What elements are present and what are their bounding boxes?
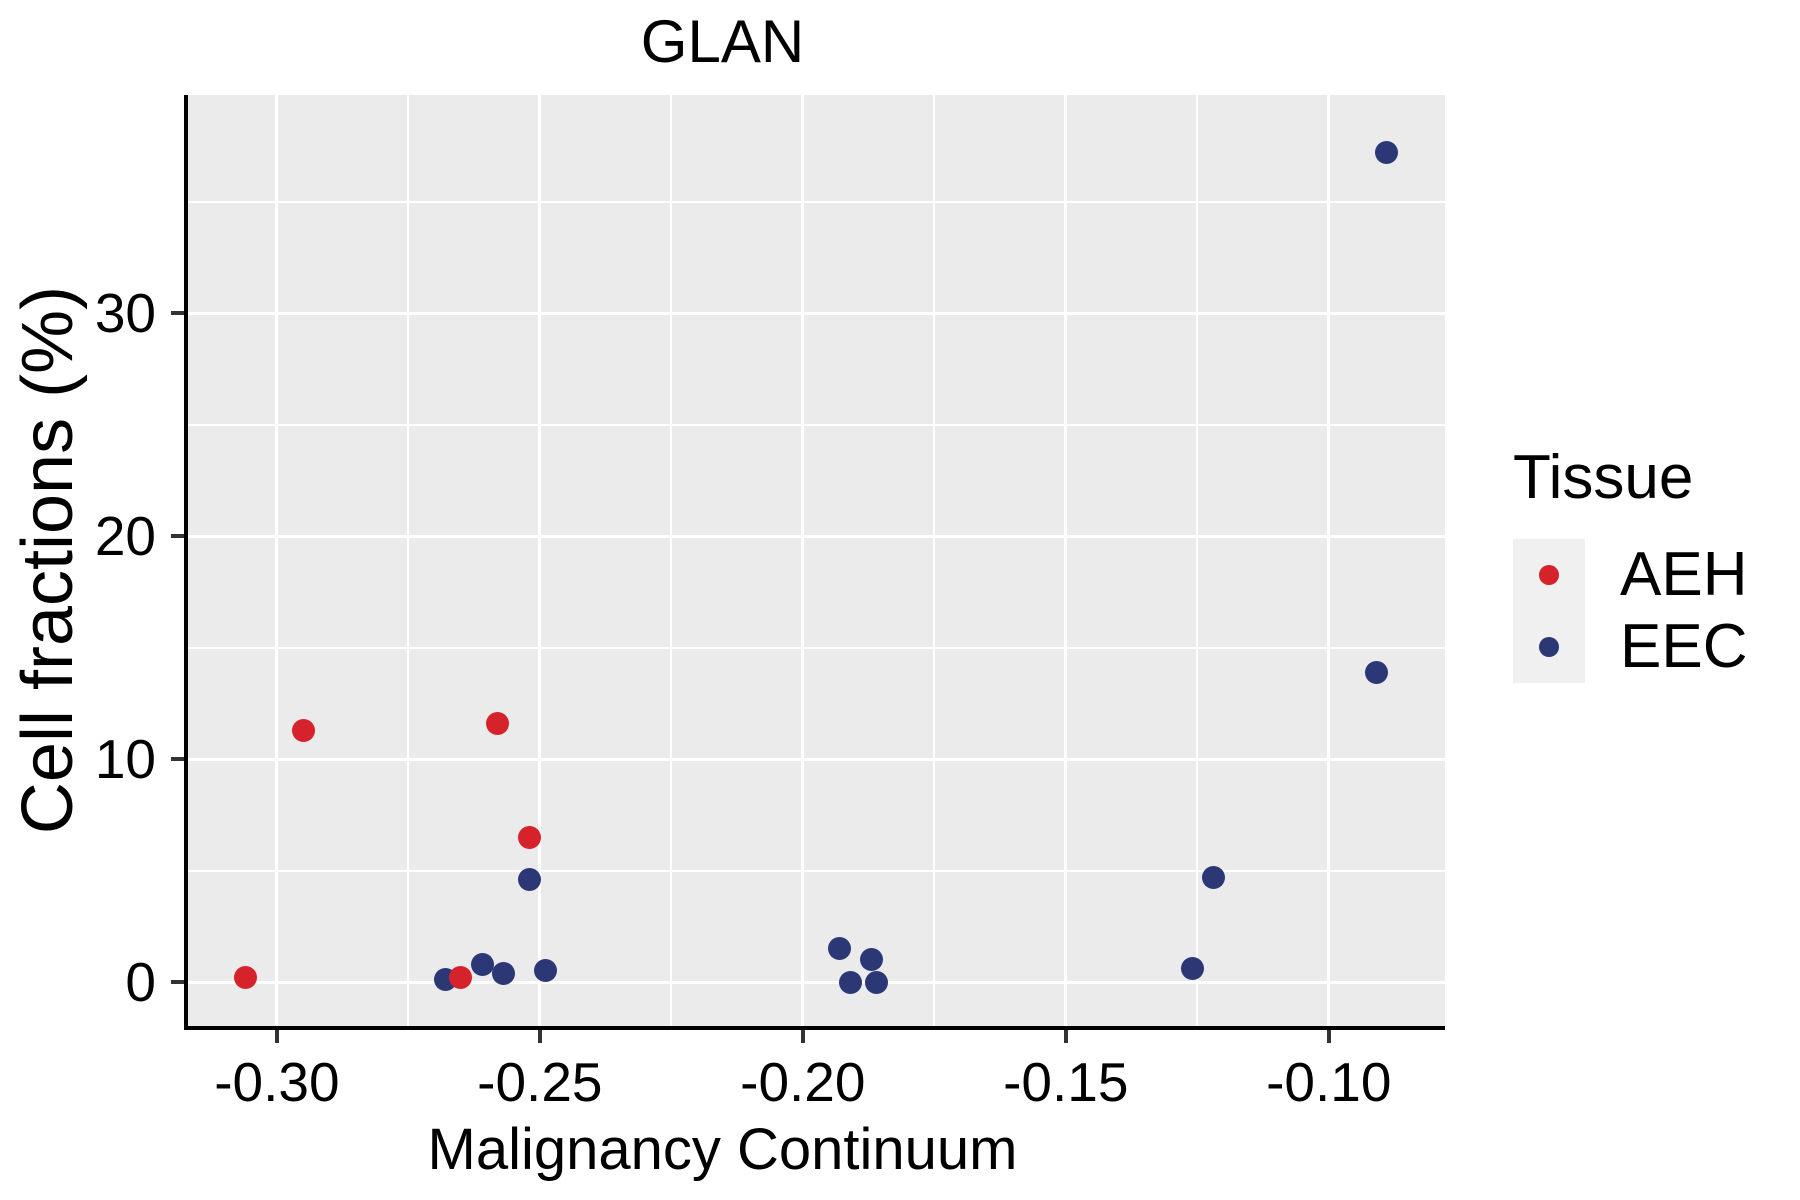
x-minor-gridline — [670, 95, 673, 1026]
data-point-eec — [491, 961, 515, 985]
y-major-gridline — [188, 311, 1445, 315]
x-tick-mark — [1063, 1030, 1068, 1043]
x-tick-label: -0.25 — [477, 1051, 603, 1113]
x-tick-mark — [537, 1030, 542, 1043]
legend-label-eec: EEC — [1620, 612, 1748, 681]
y-tick-label: 0 — [125, 951, 156, 1014]
y-minor-gridline — [188, 423, 1445, 426]
data-point-eec — [1201, 865, 1225, 889]
data-point-aeh — [449, 966, 473, 990]
data-point-aeh — [486, 711, 510, 735]
data-point-eec — [859, 948, 883, 972]
data-point-eec — [533, 959, 557, 983]
y-minor-gridline — [188, 200, 1445, 203]
plot-panel — [188, 95, 1445, 1026]
x-major-gridline — [538, 95, 542, 1026]
y-tick-mark — [171, 980, 184, 985]
data-point-aeh — [291, 718, 315, 742]
y-tick-mark — [171, 534, 184, 539]
aeh-point-swatch-icon — [1539, 565, 1559, 585]
x-tick-mark — [1326, 1030, 1331, 1043]
eec-point-swatch-icon — [1539, 637, 1559, 657]
x-axis-title: Malignancy Continuum — [427, 1117, 1018, 1182]
data-point-eec — [1180, 957, 1204, 981]
x-tick-label: -0.10 — [1266, 1051, 1392, 1113]
data-point-eec — [1375, 141, 1399, 165]
x-axis-line — [184, 1026, 1445, 1030]
data-point-aeh — [517, 825, 541, 849]
data-point-eec — [517, 867, 541, 891]
data-point-eec — [470, 952, 494, 976]
x-major-gridline — [275, 95, 279, 1026]
data-point-eec — [864, 970, 888, 994]
data-point-eec — [1364, 660, 1388, 684]
x-minor-gridline — [1196, 95, 1199, 1026]
x-tick-mark — [800, 1030, 805, 1043]
x-minor-gridline — [407, 95, 410, 1026]
y-tick-label: 20 — [94, 505, 156, 568]
plot-title: GLAN — [640, 8, 805, 75]
legend-item-aeh: AEH — [1513, 539, 1747, 611]
y-minor-gridline — [188, 646, 1445, 649]
x-tick-label: -0.30 — [214, 1051, 340, 1113]
legend-key-aeh — [1513, 539, 1585, 611]
y-tick-label: 10 — [94, 728, 156, 791]
x-major-gridline — [801, 95, 805, 1026]
y-tick-mark — [171, 757, 184, 762]
y-major-gridline — [188, 980, 1445, 984]
y-major-gridline — [188, 757, 1445, 761]
data-point-eec — [838, 970, 862, 994]
legend-title: Tissue — [1513, 443, 1694, 512]
x-tick-label: -0.15 — [1003, 1051, 1129, 1113]
x-major-gridline — [1327, 95, 1331, 1026]
legend-item-eec: EEC — [1513, 611, 1747, 683]
legend-key-eec — [1513, 611, 1585, 683]
y-minor-gridline — [188, 869, 1445, 872]
y-major-gridline — [188, 534, 1445, 538]
x-tick-label: -0.20 — [740, 1051, 866, 1113]
x-major-gridline — [1064, 95, 1068, 1026]
data-point-aeh — [233, 966, 257, 990]
y-axis-line — [184, 95, 188, 1030]
x-tick-mark — [274, 1030, 279, 1043]
x-minor-gridline — [933, 95, 936, 1026]
legend: Tissue AEH EEC — [1513, 445, 1747, 683]
data-point-eec — [828, 937, 852, 961]
y-tick-label: 30 — [94, 282, 156, 345]
legend-label-aeh: AEH — [1620, 540, 1748, 609]
y-tick-mark — [171, 311, 184, 316]
